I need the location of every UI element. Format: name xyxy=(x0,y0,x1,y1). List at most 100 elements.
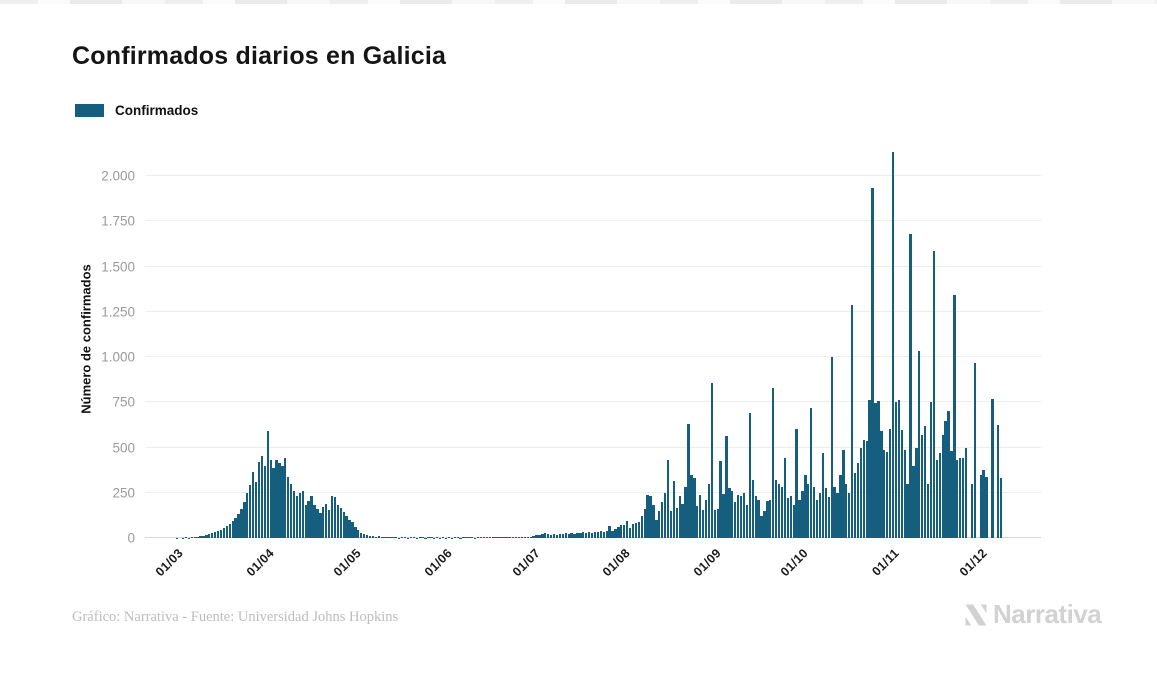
bar[interactable] xyxy=(196,536,199,538)
bar[interactable] xyxy=(886,451,889,538)
bar[interactable] xyxy=(593,531,597,538)
bar[interactable] xyxy=(865,441,868,538)
bar[interactable] xyxy=(462,537,465,538)
bar[interactable] xyxy=(582,532,585,538)
bar[interactable] xyxy=(570,532,573,538)
bar[interactable] xyxy=(269,460,272,538)
bar[interactable] xyxy=(780,487,784,538)
bar[interactable] xyxy=(634,523,638,538)
bar[interactable] xyxy=(319,512,322,538)
bar[interactable] xyxy=(839,474,842,538)
bar[interactable] xyxy=(932,251,936,538)
bar[interactable] xyxy=(950,451,953,538)
bar[interactable] xyxy=(514,536,518,538)
bar[interactable] xyxy=(669,511,673,538)
bar[interactable] xyxy=(856,463,860,538)
bar[interactable] xyxy=(491,537,494,538)
bar[interactable] xyxy=(789,496,792,538)
bar[interactable] xyxy=(354,527,357,538)
bar[interactable] xyxy=(903,449,906,538)
legend-item-confirmados[interactable]: Confirmados xyxy=(75,103,198,118)
bar[interactable] xyxy=(488,537,491,538)
bar[interactable] xyxy=(558,533,562,538)
bar[interactable] xyxy=(836,492,839,538)
bar[interactable] xyxy=(395,537,398,538)
bar[interactable] xyxy=(722,493,725,538)
bar[interactable] xyxy=(363,534,366,538)
bar[interactable] xyxy=(862,439,865,538)
bar[interactable] xyxy=(482,537,486,538)
bar[interactable] xyxy=(815,500,819,538)
bar[interactable] xyxy=(535,535,538,538)
bar[interactable] xyxy=(494,537,497,538)
bar[interactable] xyxy=(532,536,535,538)
bar[interactable] xyxy=(392,537,395,538)
bar[interactable] xyxy=(316,509,319,538)
bar[interactable] xyxy=(891,152,895,538)
bar[interactable] xyxy=(769,500,772,538)
bar[interactable] xyxy=(964,448,968,538)
bar[interactable] xyxy=(970,483,974,538)
bar[interactable] xyxy=(383,537,386,538)
bar[interactable] xyxy=(742,492,746,538)
bar[interactable] xyxy=(894,402,898,538)
bar[interactable] xyxy=(929,402,933,538)
bar[interactable] xyxy=(476,537,480,538)
bar[interactable] xyxy=(330,496,334,538)
bar[interactable] xyxy=(333,497,337,538)
bar[interactable] xyxy=(231,521,234,538)
bar[interactable] xyxy=(874,403,877,538)
bar[interactable] xyxy=(666,459,670,538)
bar[interactable] xyxy=(190,537,193,538)
bar[interactable] xyxy=(605,530,608,538)
bar[interactable] xyxy=(295,496,299,538)
bar[interactable] xyxy=(289,483,293,538)
bar[interactable] xyxy=(973,362,976,538)
bar[interactable] xyxy=(284,457,287,538)
bar[interactable] xyxy=(918,351,921,538)
bar[interactable] xyxy=(602,531,605,538)
bar[interactable] xyxy=(877,401,880,538)
bar[interactable] xyxy=(818,492,822,538)
bar[interactable] xyxy=(202,535,205,538)
bar[interactable] xyxy=(982,469,985,538)
bar[interactable] xyxy=(728,487,731,538)
bar[interactable] xyxy=(249,484,252,538)
bar[interactable] xyxy=(538,534,541,538)
bar[interactable] xyxy=(760,516,763,538)
bar[interactable] xyxy=(351,521,354,538)
bar[interactable] xyxy=(719,461,722,538)
bar[interactable] xyxy=(716,509,719,538)
bar[interactable] xyxy=(365,535,369,538)
bar[interactable] xyxy=(766,500,769,538)
bar[interactable] xyxy=(731,490,734,538)
bar[interactable] xyxy=(783,457,787,538)
bar[interactable] xyxy=(631,524,635,538)
bar[interactable] xyxy=(234,518,237,538)
bar[interactable] xyxy=(257,462,261,538)
bar[interactable] xyxy=(763,510,766,538)
bar[interactable] xyxy=(646,494,649,538)
bar[interactable] xyxy=(266,431,269,538)
bar[interactable] xyxy=(947,411,950,538)
bar[interactable] xyxy=(704,500,708,538)
bar[interactable] xyxy=(228,523,231,538)
bar[interactable] xyxy=(441,537,445,538)
bar[interactable] xyxy=(938,452,941,538)
bar[interactable] xyxy=(529,536,532,538)
bar[interactable] xyxy=(468,537,471,538)
bar[interactable] xyxy=(684,487,687,538)
bar[interactable] xyxy=(900,429,903,538)
bar[interactable] xyxy=(544,533,547,538)
bar[interactable] xyxy=(471,537,474,538)
bar[interactable] xyxy=(643,509,646,538)
bar[interactable] xyxy=(421,537,424,538)
bar[interactable] xyxy=(254,481,258,538)
bar[interactable] xyxy=(625,521,629,538)
bar[interactable] xyxy=(339,508,342,538)
bar[interactable] xyxy=(412,537,415,538)
bar[interactable] xyxy=(754,496,757,538)
bar[interactable] xyxy=(512,537,515,538)
bar[interactable] xyxy=(322,507,325,538)
bar[interactable] xyxy=(801,490,804,538)
